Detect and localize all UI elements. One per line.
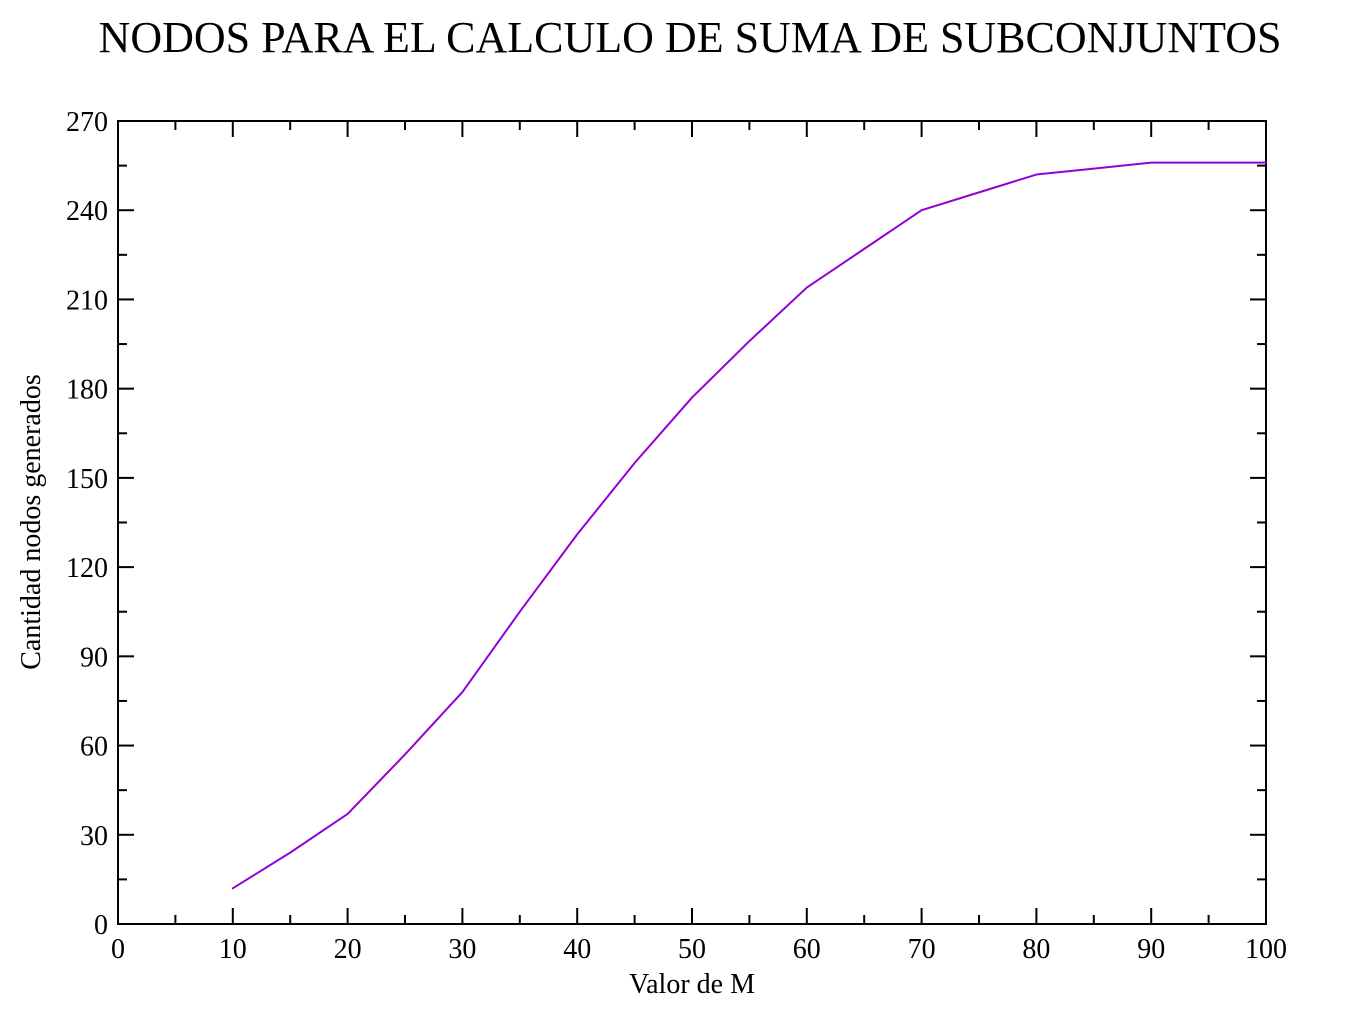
- y-axis-tick-labels: 0 30 60 90 120 150 180 210 240 270: [66, 107, 108, 941]
- x-axis-label: Valor de M: [629, 969, 755, 1000]
- series-line: [231, 161, 1267, 890]
- y-axis-label: Cantidad nodos generados: [16, 374, 47, 670]
- y-tick-label: 180: [66, 375, 108, 406]
- series-group: [231, 161, 1267, 890]
- x-tick-label: 30: [448, 934, 476, 965]
- y-tick-label: 0: [94, 910, 108, 941]
- y-tick-label: 120: [66, 553, 108, 584]
- y-tick-label: 150: [66, 464, 108, 495]
- y-tick-label: 240: [66, 196, 108, 227]
- y-tick-label: 210: [66, 285, 108, 316]
- x-tick-label: 60: [793, 934, 821, 965]
- x-tick-label: 70: [908, 934, 936, 965]
- x-tick-label: 100: [1245, 934, 1287, 965]
- x-tick-label: 10: [219, 934, 247, 965]
- x-tick-label: 20: [334, 934, 362, 965]
- x-axis-ticks: [117, 121, 1267, 924]
- x-tick-label: 0: [111, 934, 125, 965]
- y-tick-label: 270: [66, 107, 108, 138]
- x-tick-label: 50: [678, 934, 706, 965]
- y-tick-label: 30: [80, 821, 108, 852]
- chart-title: NODOS PARA EL CALCULO DE SUMA DE SUBCONJ…: [99, 13, 1282, 62]
- plot-frame: [117, 120, 1267, 925]
- x-tick-label: 90: [1137, 934, 1165, 965]
- y-tick-label: 90: [80, 642, 108, 673]
- x-axis-tick-labels: 0 10 20 30 40 50 60 70 80 90 100: [111, 934, 1287, 965]
- x-tick-label: 80: [1022, 934, 1050, 965]
- y-tick-label: 60: [80, 732, 108, 763]
- x-tick-label: 40: [563, 934, 591, 965]
- y-axis-ticks: [118, 120, 1266, 925]
- plot-area-border: [117, 120, 1267, 925]
